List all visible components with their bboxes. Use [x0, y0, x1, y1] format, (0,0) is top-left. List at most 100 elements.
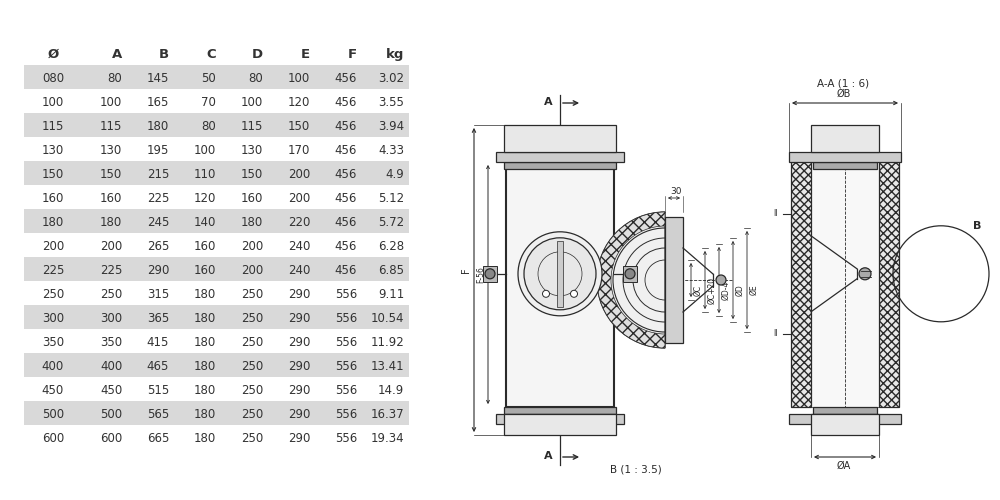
- Text: 290: 290: [288, 384, 310, 396]
- Text: 456: 456: [335, 240, 357, 252]
- Text: 150: 150: [288, 120, 310, 132]
- Text: 215: 215: [147, 168, 169, 180]
- Text: 160: 160: [194, 264, 216, 276]
- Circle shape: [524, 238, 596, 310]
- Text: ØC+20: ØC+20: [707, 276, 716, 303]
- Bar: [813, 407, 877, 414]
- Text: 150: 150: [42, 168, 64, 180]
- Circle shape: [542, 290, 550, 298]
- Text: 10.54: 10.54: [371, 312, 404, 324]
- Text: 565: 565: [147, 408, 169, 420]
- Bar: [879, 153, 899, 407]
- Text: 500: 500: [42, 408, 64, 420]
- Text: 556: 556: [335, 360, 357, 372]
- FancyBboxPatch shape: [24, 425, 409, 449]
- Text: II: II: [773, 210, 777, 218]
- Text: 250: 250: [42, 288, 64, 300]
- Text: 5.72: 5.72: [378, 216, 404, 228]
- Text: 150: 150: [241, 168, 263, 180]
- Text: ØC: ØC: [693, 284, 702, 296]
- Text: 265: 265: [147, 240, 169, 252]
- Text: 220: 220: [288, 216, 310, 228]
- Text: 100: 100: [241, 96, 263, 108]
- Text: 240: 240: [288, 264, 310, 276]
- FancyBboxPatch shape: [24, 65, 409, 89]
- Text: 180: 180: [194, 336, 216, 348]
- Text: B: B: [159, 48, 169, 60]
- Text: 160: 160: [241, 192, 263, 204]
- Circle shape: [859, 268, 871, 280]
- Text: 200: 200: [42, 240, 64, 252]
- Wedge shape: [597, 212, 665, 348]
- Wedge shape: [597, 212, 665, 348]
- Text: 180: 180: [42, 216, 64, 228]
- FancyBboxPatch shape: [24, 257, 409, 281]
- Text: 170: 170: [288, 144, 310, 156]
- Text: 600: 600: [100, 432, 122, 444]
- Text: 200: 200: [288, 192, 310, 204]
- Text: 160: 160: [42, 192, 64, 204]
- Text: 50: 50: [201, 72, 216, 85]
- Text: 290: 290: [288, 408, 310, 420]
- Bar: [496, 414, 624, 424]
- Text: 115: 115: [42, 120, 64, 132]
- Text: 130: 130: [241, 144, 263, 156]
- Text: 130: 130: [100, 144, 122, 156]
- Text: ØD-4: ØD-4: [721, 280, 730, 299]
- Text: 200: 200: [241, 264, 263, 276]
- Text: 19.34: 19.34: [371, 432, 404, 444]
- Text: 250: 250: [241, 360, 263, 372]
- Text: 250: 250: [241, 432, 263, 444]
- Text: 130: 130: [42, 144, 64, 156]
- Text: 456: 456: [335, 96, 357, 108]
- Text: 290: 290: [288, 288, 310, 300]
- Text: 556: 556: [335, 288, 357, 300]
- Text: kg: kg: [386, 48, 404, 60]
- Text: 4.9: 4.9: [385, 168, 404, 180]
- Text: ØE: ØE: [749, 284, 758, 296]
- Text: 180: 180: [194, 312, 216, 324]
- Text: 290: 290: [147, 264, 169, 276]
- Text: 5.12: 5.12: [378, 192, 404, 204]
- Text: 6.85: 6.85: [378, 264, 404, 276]
- Text: 600: 600: [42, 432, 64, 444]
- Text: 556: 556: [335, 312, 357, 324]
- Text: 120: 120: [194, 192, 216, 204]
- Bar: [504, 125, 616, 152]
- Text: F: F: [461, 267, 471, 273]
- Text: 30: 30: [670, 187, 682, 196]
- Text: 160: 160: [100, 192, 122, 204]
- Text: ØD: ØD: [735, 284, 744, 296]
- Text: 300: 300: [100, 312, 122, 324]
- Text: ØA: ØA: [837, 461, 851, 471]
- Text: 225: 225: [147, 192, 169, 204]
- Text: B (1 : 3.5): B (1 : 3.5): [610, 464, 662, 474]
- Text: 350: 350: [100, 336, 122, 348]
- Text: 250: 250: [241, 312, 263, 324]
- Text: 80: 80: [248, 72, 263, 85]
- Text: 165: 165: [147, 96, 169, 108]
- Text: 3.55: 3.55: [378, 96, 404, 108]
- Text: C: C: [207, 48, 216, 60]
- Text: 556: 556: [335, 432, 357, 444]
- Text: 100: 100: [288, 72, 310, 85]
- Text: A-A (1 : 6): A-A (1 : 6): [817, 79, 869, 89]
- FancyBboxPatch shape: [24, 209, 409, 233]
- Text: 145: 145: [147, 72, 169, 85]
- Text: 140: 140: [194, 216, 216, 228]
- Bar: [811, 125, 879, 152]
- Text: 100: 100: [100, 96, 122, 108]
- Text: 4.33: 4.33: [378, 144, 404, 156]
- Text: F: F: [348, 48, 357, 60]
- Bar: [813, 162, 877, 169]
- FancyBboxPatch shape: [24, 353, 409, 377]
- Text: 180: 180: [241, 216, 263, 228]
- Bar: [623, 266, 637, 282]
- Text: 556: 556: [335, 336, 357, 348]
- Text: 200: 200: [241, 240, 263, 252]
- Text: 290: 290: [288, 312, 310, 324]
- Text: 365: 365: [147, 312, 169, 324]
- Text: 195: 195: [147, 144, 169, 156]
- Bar: [506, 153, 614, 407]
- Text: 160: 160: [194, 240, 216, 252]
